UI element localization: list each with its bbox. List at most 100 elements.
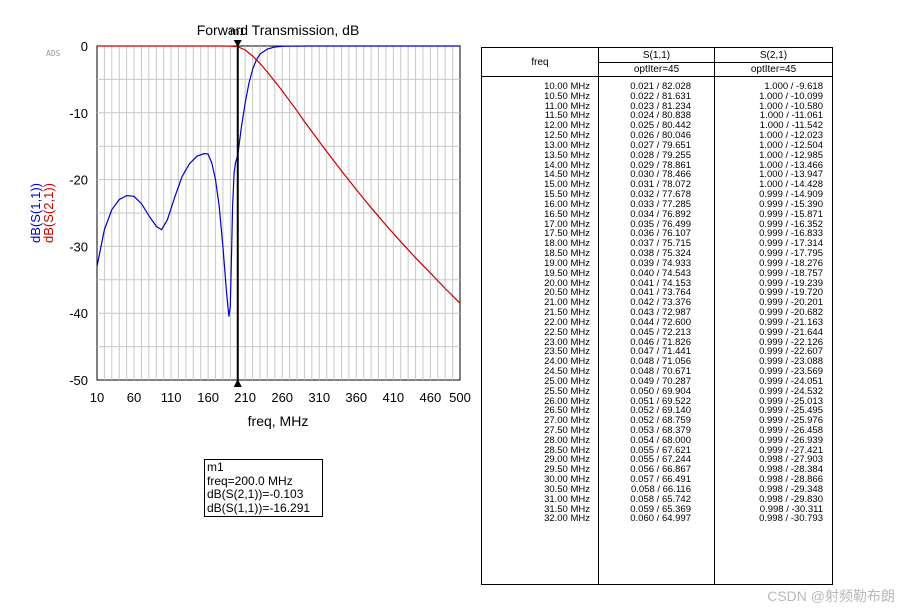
table-cell-s21: 0.999 / -20.682 xyxy=(759,307,823,319)
data-table: freq S(1,1) optIter=45 S(2,1) optIter=45… xyxy=(481,47,833,585)
table-cell-s11: 0.032 / 77.678 xyxy=(630,189,691,201)
table-column-s11: 0.021 / 82.028 0.022 / 81.631 0.023 / 81.2… xyxy=(599,82,691,524)
table-cell-s11: 0.053 / 68.379 xyxy=(630,424,691,436)
table-cell-s11: 0.041 / 73.764 xyxy=(630,287,691,299)
table-cell-s21: 1.000 / -14.428 xyxy=(759,179,823,191)
table-cell-s11: 0.048 / 70.671 xyxy=(630,366,691,378)
table-cell-s11: 0.058 / 65.742 xyxy=(630,493,691,505)
marker-triangle-top xyxy=(233,40,242,47)
table-cell-s11: 0.045 / 72.213 xyxy=(630,326,691,338)
y-tick-label: -20 xyxy=(69,173,88,188)
table-cell-freq: 17.50 MHz xyxy=(544,228,590,240)
table-cell-s21: 1.000 / -13.466 xyxy=(759,159,823,171)
table-cell-freq: 17.00 MHz xyxy=(544,218,590,230)
y-axis-label-part: dB(S(2,1)) xyxy=(41,183,56,243)
table-divider xyxy=(482,76,832,77)
series-layer xyxy=(96,45,461,317)
table-cell-freq: 28.00 MHz xyxy=(544,434,590,446)
table-cell-freq: 21.50 MHz xyxy=(544,307,590,319)
table-cell-s21: 0.999 / -21.163 xyxy=(759,316,823,328)
table-subheader-s21: optIter=45 xyxy=(750,63,797,75)
table-cell-freq: 10.50 MHz xyxy=(544,90,590,102)
table-cell-s21: 0.999 / -26.458 xyxy=(759,424,823,436)
x-tick-label: 210 xyxy=(234,390,256,405)
table-cell-s21: 0.999 / -22.607 xyxy=(759,346,823,358)
table-cell-freq: 21.00 MHz xyxy=(544,297,590,309)
table-cell-s11: 0.039 / 74.933 xyxy=(630,257,691,269)
table-cell-s21: 0.998 / -28.384 xyxy=(759,464,823,476)
table-cell-s11: 0.043 / 72.987 xyxy=(630,307,691,319)
table-header-freq: freq xyxy=(531,56,549,68)
table-cell-freq: 30.50 MHz xyxy=(544,483,590,495)
table-cell-s21: 0.999 / -21.644 xyxy=(759,326,823,338)
table-header-s21: S(2,1) xyxy=(759,49,788,61)
table-cell-s21: 0.999 / -24.532 xyxy=(759,385,823,397)
y-axis-label: dB(S(1,1))dB(S(2,1)) xyxy=(28,183,56,243)
y-tick-label: -50 xyxy=(69,373,88,388)
table-cell-freq: 26.00 MHz xyxy=(544,395,590,407)
series-line-s21 xyxy=(97,45,461,304)
table-cell-s11: 0.060 / 64.997 xyxy=(630,513,691,525)
table-cell-s21: 0.998 / -29.348 xyxy=(759,483,823,495)
marker-readout-freq: freq=200.0 MHz xyxy=(207,473,293,488)
marker-label: m1 xyxy=(230,26,245,38)
table-cell-s11: 0.048 / 71.056 xyxy=(630,356,691,368)
table-cell-freq: 24.00 MHz xyxy=(544,356,590,368)
table-column-s21: 1.000 / -9.618 1.000 / -10.099 1.000 / -10… xyxy=(715,82,823,524)
table-cell-s21: 0.999 / -25.013 xyxy=(759,395,823,407)
table-cell-freq: 32.00 MHz xyxy=(544,513,590,525)
table-header-s11: S(1,1) xyxy=(642,49,671,61)
table-cell-freq: 18.00 MHz xyxy=(544,238,590,250)
table-column-freq: 10.00 MHz 10.50 MHz 11.00 MHz 11.50 MHz 12.0… xyxy=(482,82,590,524)
x-tick-label: 60 xyxy=(127,390,141,405)
table-cell-s21: 0.999 / -18.757 xyxy=(759,267,823,279)
table-cell-s11: 0.058 / 66.116 xyxy=(630,483,691,495)
table-cell-s21: 0.998 / -30.311 xyxy=(759,503,823,515)
table-cell-freq: 28.50 MHz xyxy=(544,444,590,456)
y-tick-label: -30 xyxy=(69,239,88,254)
table-cell-freq: 24.50 MHz xyxy=(544,366,590,378)
table-cell-s11: 0.047 / 71.441 xyxy=(630,346,691,358)
table-cell-s21: 0.999 / -20.201 xyxy=(759,297,823,309)
x-tick-label: 310 xyxy=(308,390,330,405)
table-cell-freq: 31.50 MHz xyxy=(544,503,590,515)
table-cell-freq: 16.00 MHz xyxy=(544,198,590,210)
table-cell-s21: 0.999 / -26.939 xyxy=(759,434,823,446)
table-cell-s21: 0.999 / -19.720 xyxy=(759,287,823,299)
table-cell-s21: 1.000 / -13.947 xyxy=(759,169,823,181)
table-cell-s21: 0.999 / -17.314 xyxy=(759,238,823,250)
table-cell-s21: 0.999 / -25.976 xyxy=(759,415,823,427)
marker-readout[interactable]: m1 freq=200.0 MHz dB(S(2,1))=-0.103 dB(S… xyxy=(204,459,323,517)
marker-layer: m1 xyxy=(230,26,245,387)
table-cell-s21: 1.000 / -12.023 xyxy=(759,130,823,142)
table-cell-s11: 0.033 / 77.285 xyxy=(630,198,691,210)
table-cell-freq: 25.50 MHz xyxy=(544,385,590,397)
table-cell-s21: 0.999 / -14.909 xyxy=(759,189,823,201)
table-cell-s21: 0.999 / -23.088 xyxy=(759,356,823,368)
table-cell-freq: 22.50 MHz xyxy=(544,326,590,338)
marker-readout-s11: dB(S(1,1))=-16.291 xyxy=(207,500,311,515)
table-cell-s21: 0.998 / -28.866 xyxy=(759,474,823,486)
y-tick-label: 0 xyxy=(81,39,88,54)
table-cell-s11: 0.024 / 80.838 xyxy=(630,110,691,122)
table-cell-freq: 30.00 MHz xyxy=(544,474,590,486)
table-cell-s21: 0.999 / -16.833 xyxy=(759,228,823,240)
table-cell-s21: 0.999 / -27.421 xyxy=(759,444,823,456)
table-cell-s11: 0.037 / 75.715 xyxy=(630,238,691,250)
table-cell-s21: 0.998 / -27.903 xyxy=(759,454,823,466)
table-cell-s11: 0.049 / 70.287 xyxy=(630,375,691,387)
table-cell-s21: 0.999 / -19.239 xyxy=(759,277,823,289)
table-cell-freq: 20.00 MHz xyxy=(544,277,590,289)
table-cell-s11: 0.028 / 79.255 xyxy=(630,149,691,161)
table-cell-s11: 0.052 / 69.140 xyxy=(630,405,691,417)
series-line-s11 xyxy=(96,45,460,317)
x-tick-label: 10 xyxy=(90,390,104,405)
table-cell-freq: 23.00 MHz xyxy=(544,336,590,348)
table-cell-freq: 15.00 MHz xyxy=(544,179,590,191)
table-cell-s21: 1.000 / -12.504 xyxy=(759,139,823,151)
table-cell-s11: 0.041 / 74.153 xyxy=(630,277,691,289)
table-cell-s21: 0.999 / -17.795 xyxy=(759,248,823,260)
table-cell-freq: 20.50 MHz xyxy=(544,287,590,299)
table-cell-s11: 0.023 / 81.234 xyxy=(630,100,691,112)
table-cell-s11: 0.022 / 81.631 xyxy=(630,90,691,102)
